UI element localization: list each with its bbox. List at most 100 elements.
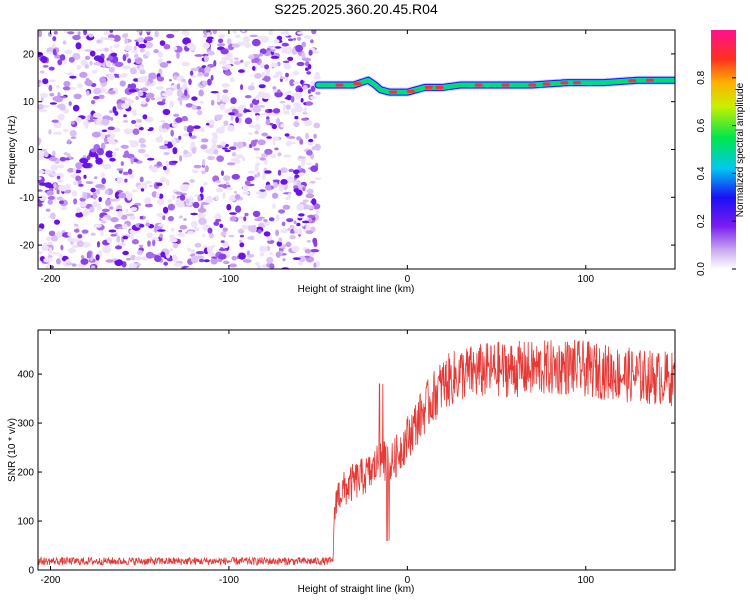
noise-blob	[203, 182, 208, 186]
noise-blob	[257, 139, 266, 146]
signal-peak	[406, 89, 415, 93]
noise-blob	[179, 194, 186, 201]
noise-blob	[303, 35, 312, 39]
noise-blob	[222, 89, 229, 93]
noise-blob	[234, 34, 241, 38]
signal-peak	[389, 90, 398, 94]
noise-blob	[277, 169, 282, 176]
noise-blob	[213, 60, 217, 67]
noise-blob	[306, 239, 311, 243]
noise-blob	[45, 208, 51, 212]
noise-blob	[305, 205, 315, 210]
noise-blob	[269, 252, 273, 255]
noise-blob	[110, 217, 119, 223]
noise-blob	[252, 106, 262, 113]
noise-blob	[250, 82, 255, 86]
noise-blob	[280, 123, 285, 128]
noise-blob	[191, 96, 198, 101]
noise-blob	[244, 95, 252, 99]
noise-blob	[206, 122, 210, 126]
noise-blob	[196, 255, 205, 259]
noise-blob	[250, 139, 257, 147]
noise-blob	[272, 108, 281, 114]
noise-blob	[272, 136, 280, 141]
noise-blob	[299, 138, 304, 145]
noise-blob	[39, 194, 47, 202]
noise-blob	[129, 67, 137, 75]
noise-blob	[242, 259, 252, 263]
noise-blob	[43, 257, 53, 263]
noise-blob	[73, 93, 82, 100]
noise-blob	[188, 196, 194, 203]
noise-blob	[67, 231, 72, 237]
noise-blob	[215, 127, 225, 134]
noise-blob	[172, 243, 179, 249]
noise-blob	[62, 40, 67, 45]
snr-series-line	[38, 339, 675, 566]
noise-blob	[308, 138, 314, 143]
noise-blob	[187, 230, 195, 235]
noise-blob	[138, 43, 147, 49]
noise-blob	[306, 162, 312, 166]
noise-blob	[124, 37, 128, 44]
noise-blob	[131, 239, 139, 245]
noise-blob	[285, 72, 289, 78]
noise-blob	[262, 173, 266, 180]
snr-ylabel: SNR (10 * v/v)	[7, 418, 18, 482]
noise-blob	[193, 125, 201, 129]
noise-blob	[50, 235, 58, 242]
noise-blob	[110, 52, 118, 57]
noise-blob	[166, 89, 173, 96]
noise-blob	[84, 79, 93, 86]
noise-blob	[235, 113, 243, 118]
noise-blob	[59, 54, 66, 61]
noise-blob	[218, 184, 225, 188]
signal-band	[313, 75, 675, 97]
noise-blob	[285, 104, 291, 110]
noise-blob	[294, 91, 303, 98]
noise-blob	[264, 148, 273, 155]
noise-blob	[307, 89, 312, 94]
noise-blob	[229, 58, 234, 65]
noise-blob	[191, 104, 197, 110]
y-tick-label: 300	[17, 419, 34, 430]
noise-blob	[48, 84, 53, 92]
noise-blob	[105, 150, 114, 158]
noise-blob	[289, 230, 295, 234]
noise-blob	[147, 157, 155, 161]
noise-blob	[112, 56, 116, 64]
noise-blob	[46, 51, 54, 55]
noise-blob	[302, 111, 308, 115]
noise-blob	[58, 184, 68, 192]
noise-blob	[93, 176, 98, 180]
noise-blob	[261, 35, 269, 43]
noise-blob	[139, 215, 144, 220]
noise-blob	[249, 235, 255, 241]
noise-blob	[296, 203, 305, 211]
noise-blob	[125, 53, 129, 58]
noise-blob	[233, 141, 238, 148]
noise-blob	[254, 123, 261, 131]
noise-blob	[79, 201, 87, 207]
noise-blob	[47, 199, 53, 205]
noise-blob	[178, 135, 182, 140]
noise-blob	[222, 241, 229, 249]
colorbar-label: Normalized spectral amplitude	[735, 82, 746, 217]
noise-blob	[315, 91, 321, 95]
noise-blob	[123, 114, 127, 118]
noise-blob	[255, 95, 260, 101]
noise-blob	[58, 253, 63, 259]
noise-blob	[102, 208, 110, 213]
noise-blob	[131, 120, 137, 124]
noise-blob	[95, 157, 103, 165]
noise-blob	[261, 92, 271, 100]
noise-blob	[185, 198, 190, 205]
noise-blob	[215, 219, 222, 222]
noise-blob	[157, 51, 163, 58]
noise-blob	[98, 94, 105, 100]
noise-blob	[171, 194, 176, 201]
noise-blob	[179, 155, 183, 162]
y-tick-label: 200	[17, 468, 34, 479]
noise-blob	[70, 136, 77, 139]
noise-blob	[200, 138, 209, 143]
